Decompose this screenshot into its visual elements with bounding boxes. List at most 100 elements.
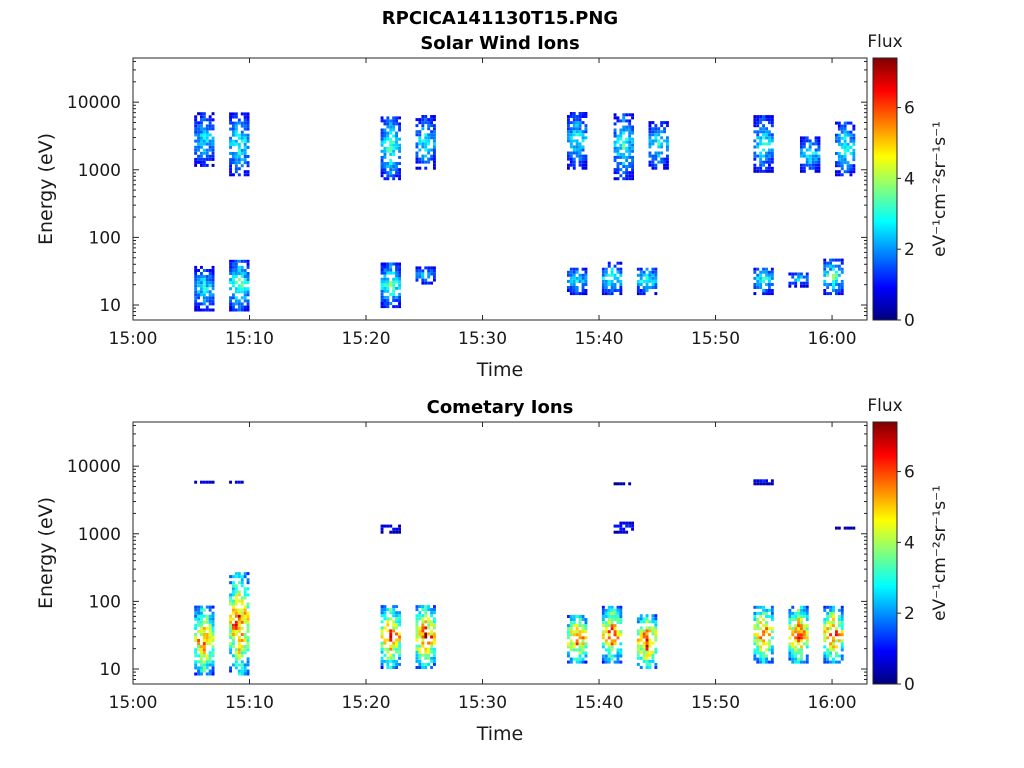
heatmap-cell: [194, 663, 198, 667]
heatmap-cell: [788, 615, 792, 618]
heatmap-cell: [759, 163, 763, 167]
heatmap-cell: [567, 630, 570, 634]
heatmap-cell: [246, 581, 250, 585]
heatmap-cell: [584, 660, 588, 664]
heatmap-cell: [243, 155, 247, 158]
heatmap-cell: [389, 137, 393, 141]
heatmap-cell: [427, 124, 431, 128]
heatmap-cell: [628, 134, 632, 138]
heatmap-cell: [765, 151, 768, 155]
heatmap-cell: [651, 614, 655, 618]
heatmap-cell: [826, 273, 830, 277]
heatmap-cell: [829, 611, 832, 615]
heatmap-cell: [765, 615, 768, 618]
heatmap-cell: [768, 660, 771, 664]
heatmap-cell: [613, 159, 617, 162]
heatmap-cell: [395, 119, 398, 123]
heatmap-cell: [619, 633, 623, 637]
heatmap-cell: [200, 284, 203, 288]
heatmap-cell: [246, 660, 250, 664]
heatmap-cell: [651, 632, 655, 636]
heatmap-cell: [569, 151, 573, 155]
heatmap-cell: [421, 118, 425, 122]
heatmap-cell: [616, 270, 620, 274]
heatmap-cell: [392, 605, 396, 609]
heatmap-cell: [575, 115, 579, 118]
heatmap-cell: [424, 656, 428, 660]
heatmap-cell: [768, 151, 771, 155]
heatmap-cell: [380, 656, 384, 660]
heatmap-cell: [243, 148, 247, 152]
heatmap-cell: [648, 160, 652, 164]
heatmap-cell: [666, 136, 669, 140]
heatmap-cell: [648, 154, 652, 158]
heatmap-cell: [663, 121, 666, 125]
heatmap-cell: [229, 170, 232, 174]
heatmap-cell: [237, 657, 241, 661]
heatmap-cell: [232, 158, 235, 162]
heatmap-cell: [829, 267, 832, 271]
heatmap-cell: [427, 620, 431, 624]
heatmap-cell: [636, 279, 640, 283]
heatmap-cell: [194, 614, 198, 618]
heatmap-cell: [835, 292, 838, 296]
heatmap-cell: [389, 162, 393, 165]
heatmap-cell: [616, 134, 620, 138]
heatmap-cell: [802, 154, 806, 158]
heatmap-cell: [835, 270, 838, 274]
heatmap-cell: [243, 287, 247, 291]
heatmap-cell: [849, 130, 853, 134]
heatmap-cell: [762, 482, 765, 486]
heatmap-cell: [770, 166, 774, 170]
heatmap-cell: [572, 133, 576, 137]
heatmap-cell: [202, 480, 206, 484]
heatmap-cell: [762, 267, 765, 271]
heatmap-cell: [205, 148, 209, 152]
heatmap-cell: [424, 115, 428, 118]
heatmap-cell: [753, 648, 757, 652]
heatmap-cell: [613, 608, 617, 612]
heatmap-cell: [852, 148, 856, 152]
heatmap-cell: [601, 645, 605, 649]
heatmap-cell: [584, 624, 588, 628]
heatmap-cell: [234, 287, 238, 291]
heatmap-cell: [613, 654, 617, 658]
heatmap-cell: [770, 276, 774, 280]
heatmap-cell: [433, 139, 436, 143]
heatmap-cell: [651, 139, 655, 143]
heatmap-cell: [234, 629, 238, 633]
heatmap-cell: [657, 139, 661, 143]
heatmap-cell: [753, 115, 757, 119]
heatmap-cell: [581, 163, 585, 167]
heatmap-cell: [840, 261, 844, 265]
heatmap-cell: [759, 283, 763, 286]
heatmap-cell: [389, 656, 393, 660]
heatmap-cell: [211, 633, 215, 636]
heatmap-cell: [843, 142, 847, 146]
heatmap-cell: [200, 666, 203, 670]
heatmap-cell: [569, 133, 573, 137]
heatmap-cell: [613, 171, 617, 175]
heatmap-cell: [794, 648, 798, 652]
heatmap-cell: [657, 130, 661, 134]
heatmap-cell: [240, 575, 244, 579]
heatmap-cell: [383, 119, 387, 123]
heatmap-cell: [202, 133, 206, 137]
heatmap-cell: [200, 145, 203, 149]
heatmap-cell: [753, 633, 757, 637]
heatmap-cell: [829, 642, 832, 646]
heatmap-cell: [654, 620, 658, 624]
heatmap-cell: [616, 155, 620, 159]
heatmap-cell: [794, 630, 798, 634]
heatmap-cell: [386, 656, 390, 660]
heatmap-cell: [759, 115, 763, 119]
heatmap-cell: [246, 127, 250, 131]
heatmap-cell: [814, 151, 818, 155]
heatmap-cell: [202, 290, 206, 294]
heatmap-cell: [843, 121, 847, 125]
heatmap-cell: [829, 633, 832, 637]
heatmap-cell: [768, 273, 771, 277]
heatmap-cell: [229, 173, 232, 177]
heatmap-cell: [194, 666, 198, 670]
